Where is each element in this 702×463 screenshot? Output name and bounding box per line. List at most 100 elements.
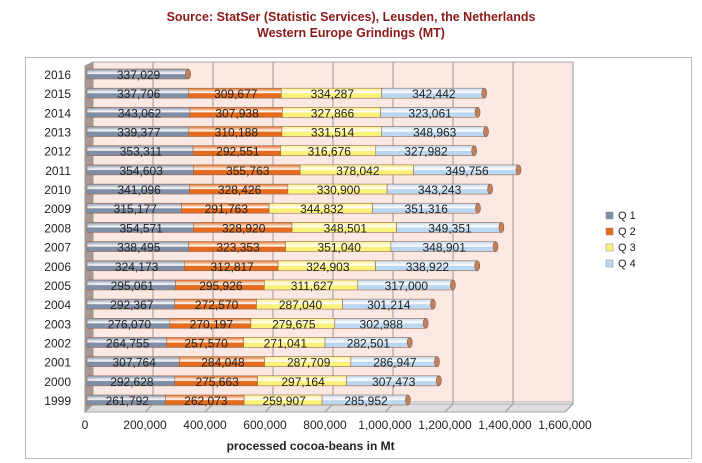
data-label: 295,926 — [199, 279, 243, 293]
bar-end-cap — [450, 279, 456, 291]
data-label: 378,042 — [336, 164, 380, 178]
data-label: 351,040 — [318, 241, 362, 255]
gridline-floor — [264, 403, 274, 413]
data-label: 312,817 — [210, 260, 254, 274]
data-label: 327,982 — [404, 145, 448, 159]
data-label: 287,709 — [287, 356, 331, 370]
data-label: 324,903 — [306, 260, 350, 274]
x-tick-label: 800,000 — [303, 418, 347, 432]
y-tick-label: 2003 — [44, 317, 71, 331]
bar-end-cap — [430, 298, 436, 310]
data-label: 275,663 — [195, 375, 239, 389]
data-label: 307,764 — [112, 356, 156, 370]
gridline-floor — [444, 403, 454, 413]
data-label: 337,706 — [117, 87, 161, 101]
x-tick-label: 400,000 — [183, 418, 227, 432]
y-tick-label: 2012 — [44, 145, 71, 159]
y-tick-label: 2009 — [44, 202, 71, 216]
data-label: 354,603 — [119, 164, 163, 178]
bar-end-cap — [492, 241, 499, 252]
x-tick-label: 0 — [82, 418, 89, 432]
data-label: 317,000 — [385, 279, 429, 293]
data-label: 302,988 — [360, 317, 404, 331]
data-label: 348,901 — [423, 241, 467, 255]
data-label: 339,377 — [117, 126, 161, 140]
data-label: 286,947 — [373, 356, 417, 370]
data-label: 351,316 — [405, 202, 449, 216]
y-tick-label: 2014 — [44, 106, 71, 120]
data-label: 307,473 — [372, 375, 416, 389]
y-tick-label: 2008 — [44, 221, 71, 235]
bar-end-cap — [483, 126, 489, 137]
bar-end-cap — [422, 317, 429, 329]
data-label: 276,070 — [108, 317, 152, 331]
data-label: 355,763 — [226, 164, 270, 178]
legend-swatch — [605, 259, 614, 268]
data-label: 349,351 — [428, 221, 472, 235]
data-label: 311,627 — [291, 279, 334, 293]
data-label: 301,214 — [367, 298, 411, 312]
x-tick-label: 1,400,000 — [478, 418, 532, 432]
y-tick-label: 2000 — [44, 375, 71, 389]
y-tick-label: 2015 — [44, 87, 71, 101]
data-label: 342,442 — [412, 87, 456, 101]
bar-end-cap — [498, 222, 505, 233]
gridline-floor — [84, 403, 94, 413]
data-label: 287,040 — [279, 298, 323, 312]
data-label: 353,311 — [120, 145, 163, 159]
y-tick-label: 1999 — [44, 394, 71, 408]
chart-subtitle: Western Europe Grindings (MT) — [257, 26, 445, 40]
data-label: 270,197 — [190, 317, 234, 331]
data-label: 341,096 — [117, 183, 161, 197]
bar-end-cap — [515, 164, 522, 176]
data-label: 309,677 — [214, 87, 258, 101]
gridline-floor — [324, 403, 334, 413]
legend-label: Q 4 — [618, 258, 636, 270]
gridline-floor — [144, 403, 154, 413]
data-label: 272,570 — [195, 298, 239, 312]
data-label: 338,922 — [406, 260, 450, 274]
data-label: 307,938 — [215, 106, 259, 120]
data-label: 292,367 — [110, 298, 154, 312]
legend-label: Q 3 — [618, 242, 636, 254]
data-label: 331,514 — [311, 126, 355, 140]
bar-end-cap — [474, 260, 481, 272]
bar-end-cap — [436, 375, 442, 387]
data-label: 328,426 — [218, 183, 262, 197]
data-label: 348,501 — [324, 221, 368, 235]
bar-end-cap — [475, 202, 481, 214]
data-label: 259,907 — [262, 394, 306, 408]
x-tick-label: 1,600,000 — [538, 418, 592, 432]
gridline-floor — [384, 403, 394, 413]
y-tick-label: 2005 — [44, 279, 71, 293]
data-label: 297,164 — [281, 375, 325, 389]
data-label: 337,029 — [117, 68, 161, 82]
data-label: 344,832 — [300, 202, 344, 216]
data-label: 334,287 — [311, 87, 355, 101]
bar-end-cap — [185, 68, 191, 80]
bar-end-cap — [405, 394, 411, 406]
gridline-floor — [204, 403, 214, 413]
data-label: 285,952 — [344, 394, 388, 408]
data-label: 328,920 — [222, 221, 266, 235]
chart-title: Source: StatSer (Statistic Services), Le… — [166, 10, 536, 24]
data-label: 261,792 — [106, 394, 150, 408]
data-label: 292,628 — [110, 375, 154, 389]
legend-label: Q 1 — [618, 210, 636, 222]
data-label: 354,571 — [119, 221, 163, 235]
legend-swatch — [605, 227, 614, 236]
x-tick-label: 1,200,000 — [418, 418, 472, 432]
y-tick-label: 2010 — [44, 183, 71, 197]
x-tick-label: 1,000,000 — [358, 418, 412, 432]
legend-label: Q 2 — [618, 226, 636, 238]
chart-frame — [25, 57, 692, 459]
x-axis-label: processed cocoa-beans in Mt — [227, 439, 395, 453]
data-label: 343,062 — [118, 106, 162, 120]
data-label: 271,041 — [264, 336, 308, 350]
x-tick-label: 200,000 — [123, 418, 167, 432]
data-label: 284,048 — [201, 356, 245, 370]
x-tick-label: 600,000 — [243, 418, 287, 432]
y-tick-label: 2013 — [44, 126, 71, 140]
legend-swatch — [605, 243, 614, 252]
